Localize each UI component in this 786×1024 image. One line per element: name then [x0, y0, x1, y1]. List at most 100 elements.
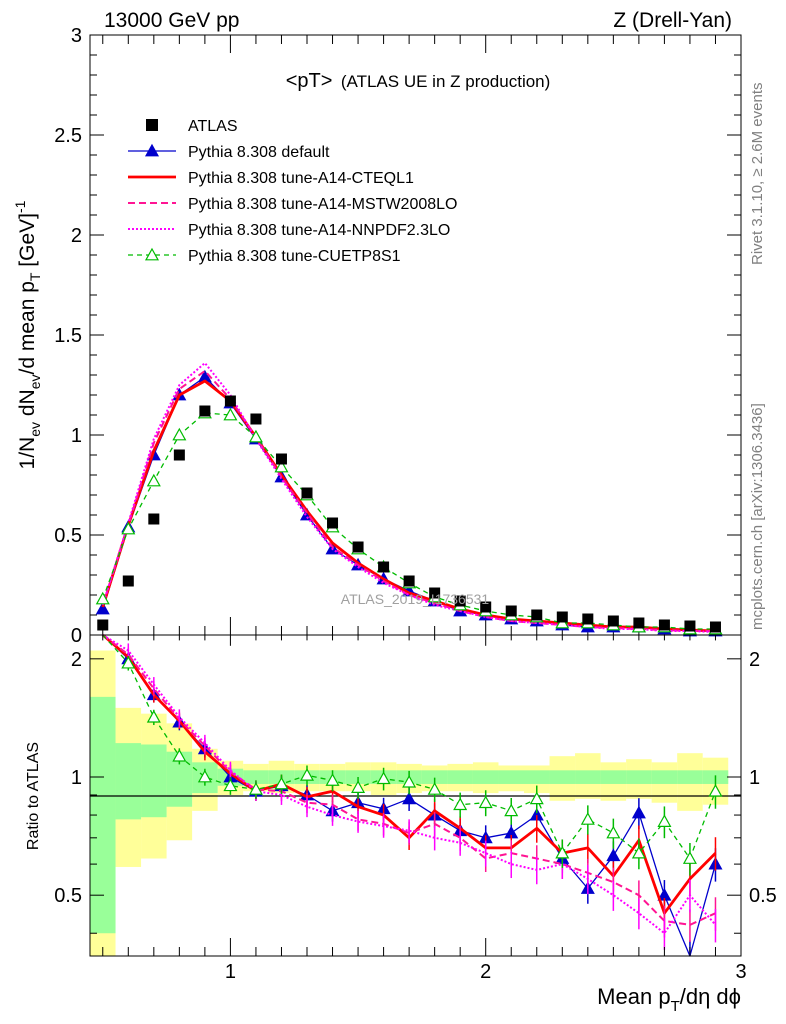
watermark: ATLAS_2019_I1736531 [341, 591, 490, 607]
legend: ATLAS Pythia 8.308 default Pythia 8.308 tu… [128, 118, 457, 265]
y-tick-label: 2 [71, 225, 82, 247]
atlas-data-point [250, 413, 262, 425]
series-4-ratio-marker [197, 769, 212, 783]
series-4-ratio-marker [146, 709, 161, 723]
band-inner-bin [421, 770, 448, 784]
series-4-ratio-marker [402, 774, 417, 788]
ratio-series-layer [101, 633, 723, 957]
band-inner-bin [524, 770, 550, 784]
atlas-data-point [199, 405, 211, 417]
series-4-main-marker [146, 473, 161, 487]
y-tick-label: 2.5 [54, 125, 82, 147]
legend-label-atlas: ATLAS [188, 118, 238, 135]
atlas-data-point [148, 513, 160, 525]
series-4-ratio-marker [529, 791, 544, 805]
atlas-data-point [633, 617, 645, 629]
series-4-ratio-marker [504, 803, 519, 817]
series-4-main-marker [248, 429, 263, 443]
series-4-main-marker [95, 591, 110, 605]
series-4-ratio-marker [376, 771, 391, 785]
series-4-ratio-marker [631, 845, 646, 859]
series-4-ratio-marker [453, 797, 468, 811]
y-tick-label: 0.5 [54, 525, 82, 547]
series-4-ratio-marker [606, 825, 621, 839]
ratio-frame [89, 634, 742, 957]
band-inner-bin [141, 744, 167, 818]
legend-label-4: Pythia 8.308 tune-CUETP8S1 [188, 248, 401, 265]
series-4-ratio-marker [274, 776, 289, 790]
y-tick-label: 0 [71, 625, 82, 647]
series-0-ratio-marker [402, 791, 417, 805]
band-inner-bin [243, 770, 269, 784]
atlas-data-point [224, 395, 236, 407]
atlas-data-point [403, 575, 415, 587]
series-4-ratio-marker [682, 851, 697, 864]
series-4-ratio-marker [223, 778, 238, 792]
series-4-ratio-marker [172, 748, 187, 762]
x-tick-label: 2 [480, 961, 491, 983]
series-4-ratio-marker [555, 845, 570, 859]
y-tick-label: 1.5 [54, 325, 82, 347]
atlas-data-point [709, 621, 721, 633]
legend-label-3: Pythia 8.308 tune-A14-NNPDF2.3LO [188, 222, 450, 239]
chart-title-main: <pT> [286, 70, 333, 92]
series-4-ratio-marker [580, 812, 595, 825]
atlas-data-point [378, 561, 390, 573]
ratio-uncertainty-band [90, 650, 729, 956]
atlas-data-point [480, 601, 492, 613]
main-panel: 0 0.5 1 1.5 2 2.5 3 [54, 25, 742, 647]
main-axis-ticks: 0 0.5 1 1.5 2 2.5 3 [54, 25, 742, 647]
ratio-tick-label: 2 [749, 649, 760, 671]
x-axis-label: Mean pT/dη dϕ [597, 984, 741, 1015]
atlas-data-point [122, 575, 134, 587]
ratio-tick-label: 0.5 [54, 885, 82, 907]
band-inner-bin [549, 770, 576, 784]
atlas-data-point [607, 615, 619, 627]
series-4-ratio-marker [427, 782, 442, 795]
atlas-data-point [173, 449, 185, 461]
atlas-data-point [505, 605, 517, 617]
chart-title: <pT> (ATLAS UE in Z production) [286, 70, 551, 92]
band-inner-bin [575, 770, 601, 784]
series-4-ratio-marker [248, 782, 263, 795]
series-4-ratio-marker [121, 655, 136, 669]
main-series-layer [95, 362, 723, 637]
series-4-ratio-marker [478, 795, 493, 809]
mcplots-label: mcplots.cern.ch [arXiv:1306.3436] [749, 403, 766, 630]
atlas-data-point [275, 453, 287, 465]
legend-label-0: Pythia 8.308 default [188, 144, 330, 161]
x-tick-label: 3 [735, 961, 746, 983]
band-inner-bin [498, 770, 524, 784]
legend-marker-4 [144, 247, 160, 261]
atlas-data-point [582, 613, 594, 625]
main-y-label: 1/Nev dNev/d mean pT [GeV]-1 [12, 200, 43, 469]
series-4-ratio-marker [299, 768, 315, 781]
series-0-ratio-marker [606, 848, 621, 862]
ratio-panel: 1 2 3 0.5 0.5 1 1 2 2 [54, 633, 777, 983]
atlas-data-point [556, 611, 568, 623]
atlas-data-point [301, 487, 313, 499]
series-4-ratio-marker [351, 780, 366, 793]
ratio-tick-label: 2 [71, 649, 82, 671]
legend-marker-atlas [146, 119, 158, 131]
ratio-y-label: Ratio to ATLAS [25, 742, 42, 850]
atlas-data-point [97, 619, 109, 631]
atlas-data-point [658, 619, 670, 631]
series-4-ratio-marker [708, 783, 723, 797]
chart-title-sub: (ATLAS UE in Z production) [341, 72, 550, 91]
atlas-data-point [684, 620, 696, 632]
band-inner-bin [600, 770, 627, 784]
series-4-ratio-marker [325, 773, 340, 786]
band-inner-bin [677, 770, 703, 784]
atlas-data-point [352, 541, 364, 553]
series-4-ratio-marker [657, 814, 672, 827]
atlas-data-point [454, 595, 466, 607]
atlas-data-point [429, 587, 441, 599]
ratio-axis-ticks: 1 2 3 0.5 0.5 1 1 2 2 [54, 635, 777, 983]
series-4-main-marker [121, 521, 136, 535]
atlas-data-markers [97, 395, 721, 633]
band-inner-bin [626, 770, 652, 784]
atlas-data-point [531, 609, 543, 621]
ratio-tick-label: 1 [71, 767, 82, 789]
